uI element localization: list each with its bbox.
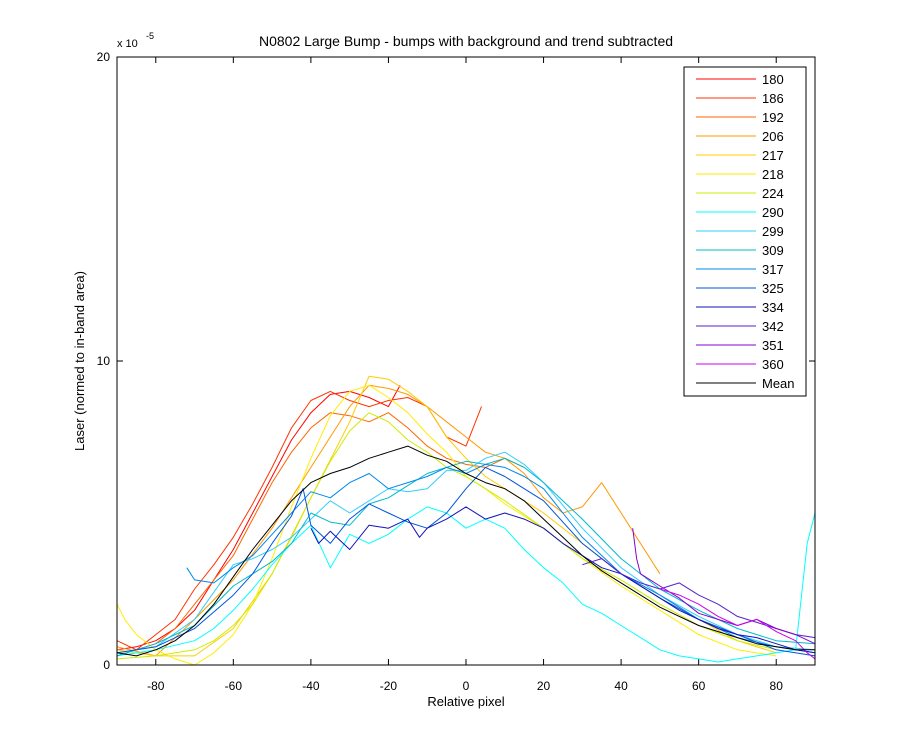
- series-line-mean: [116, 445, 815, 657]
- series-line-351: [632, 528, 816, 645]
- series-line-180: [116, 385, 401, 651]
- legend-label: 309: [762, 243, 784, 258]
- legend-label: 218: [762, 167, 784, 182]
- legend-label: 351: [762, 338, 784, 353]
- x-axis-ticks: -80 -60 -40 -20 0 20 40 60 80: [147, 57, 783, 693]
- series-line-299: [116, 451, 816, 654]
- x-tick-label: 60: [692, 679, 706, 693]
- legend-label: 334: [762, 300, 784, 315]
- y-tick-label: 10: [97, 354, 111, 368]
- series-line-360: [659, 588, 816, 660]
- legend-label: 192: [762, 110, 784, 125]
- x-tick-label: 20: [537, 679, 551, 693]
- x-tick-label: 80: [770, 679, 784, 693]
- series-lines: [116, 375, 816, 666]
- legend-label: Mean: [762, 376, 795, 391]
- chart-title: N0802 Large Bump - bumps with background…: [259, 33, 673, 49]
- x-tick-label: -20: [380, 679, 398, 693]
- y-multiplier-exponent: -5: [146, 31, 154, 41]
- legend-label: 224: [762, 186, 784, 201]
- plot-frame: [116, 56, 816, 666]
- legend: 180 186 192 206 217 218 224 290 299 309 317 325 334 3…: [683, 66, 807, 397]
- series-line-192: [116, 412, 525, 657]
- x-tick-label: 0: [463, 679, 470, 693]
- series-line-317: [186, 463, 816, 654]
- x-tick-label: 40: [614, 679, 628, 693]
- legend-label: 186: [762, 91, 784, 106]
- legend-label: 317: [762, 262, 784, 277]
- legend-label: 325: [762, 281, 784, 296]
- x-tick-label: -40: [302, 679, 320, 693]
- y-axis-label: Laser (normed to in-band area): [72, 271, 87, 451]
- y-multiplier-label: x 10: [117, 38, 138, 50]
- series-line-334: [310, 506, 816, 654]
- x-tick-label: -80: [147, 679, 165, 693]
- legend-label: 342: [762, 319, 784, 334]
- series-line-290: [116, 506, 816, 663]
- series-line-206: [116, 384, 661, 657]
- series-line-309: [116, 457, 816, 657]
- series-line-224: [116, 412, 777, 660]
- legend-label: 360: [762, 357, 784, 372]
- legend-label: 206: [762, 129, 784, 144]
- legend-label: 217: [762, 148, 784, 163]
- legend-label: 180: [762, 72, 784, 87]
- x-tick-label: -60: [225, 679, 243, 693]
- y-tick-label: 0: [103, 658, 110, 672]
- legend-label: 290: [762, 205, 784, 220]
- x-axis-label: Relative pixel: [427, 694, 504, 709]
- y-tick-label: 20: [97, 50, 111, 64]
- series-line-218: [116, 384, 777, 666]
- legend-label: 299: [762, 224, 784, 239]
